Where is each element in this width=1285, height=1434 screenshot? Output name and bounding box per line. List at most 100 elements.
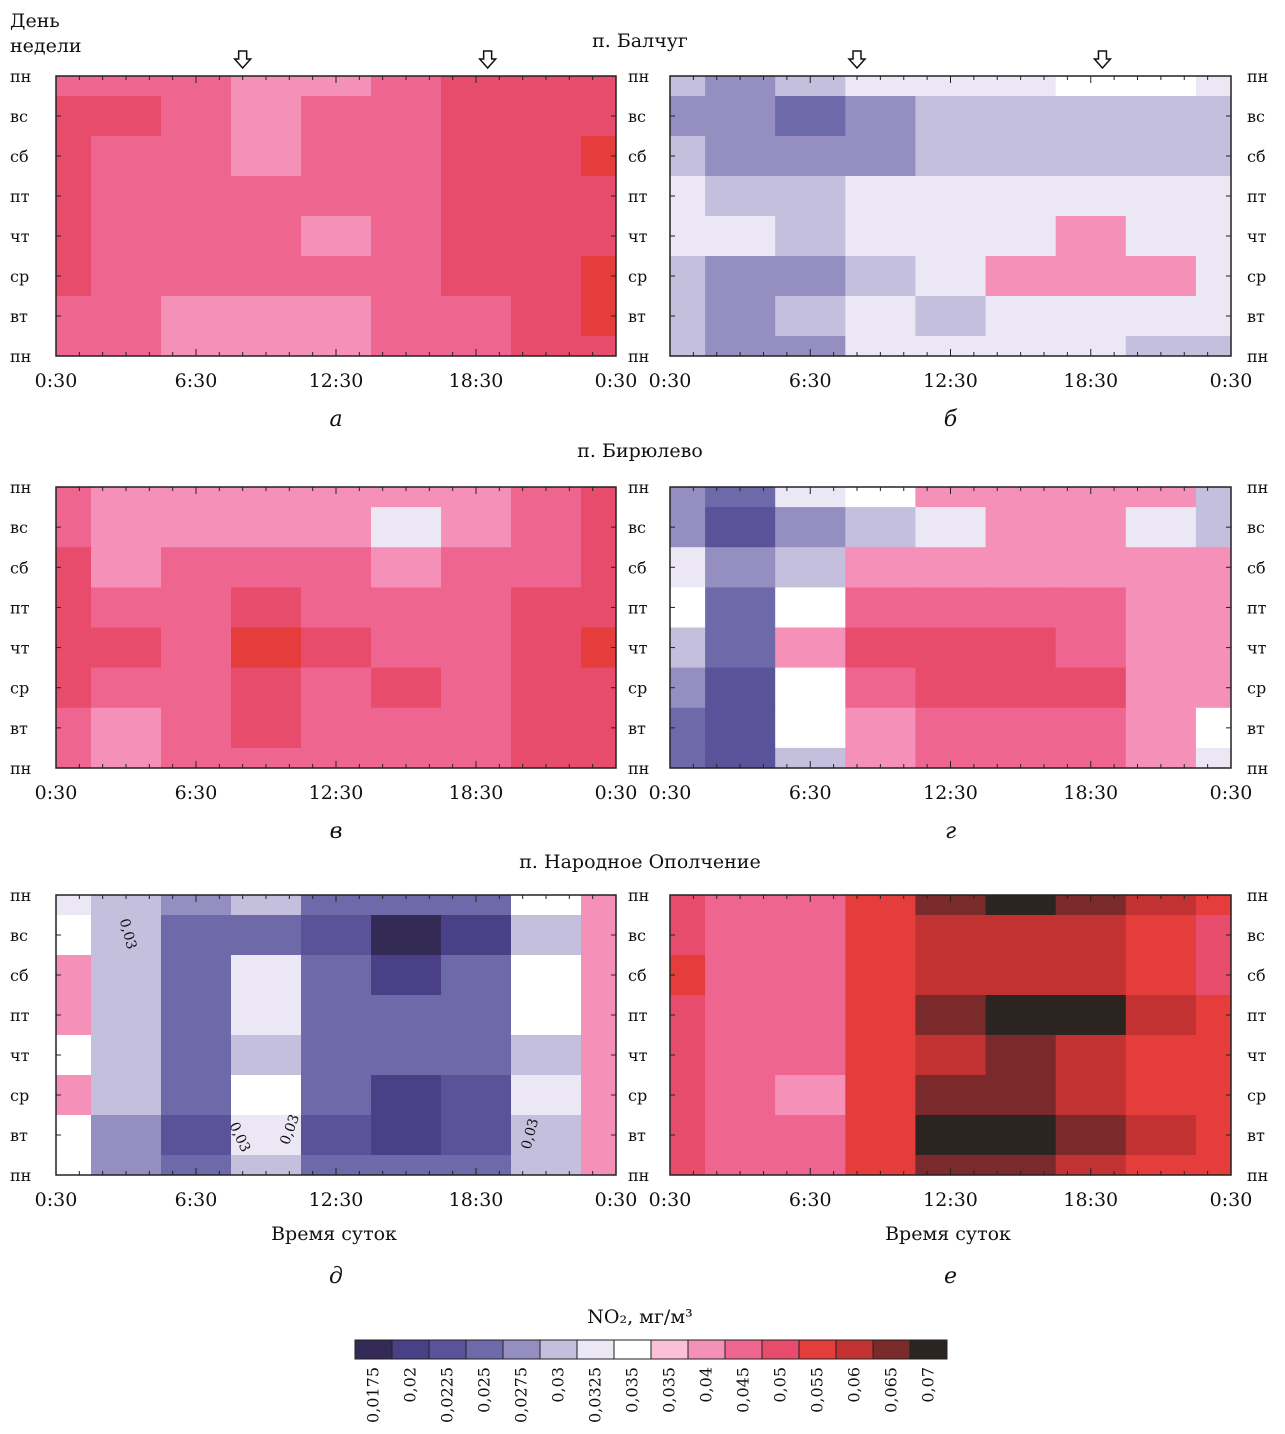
heatmap-cell [985,176,1057,217]
heatmap-cell [1125,1115,1197,1156]
colorbar-swatch [687,1339,726,1360]
heatmap-cell [915,1035,987,1076]
heatmap-cell [1125,895,1197,916]
heatmap-cell [231,1115,302,1156]
heatmap-cell [581,1035,616,1076]
heatmap-cell [915,1115,987,1156]
heatmap-cell [1055,216,1127,257]
heatmap-cell [231,76,302,97]
heatmap-cell [1055,487,1127,508]
heatmap-cell [56,136,92,177]
heatmap-cell [371,1075,442,1116]
heatmap-cell [56,587,92,629]
heatmap-cell [161,627,232,669]
heatmap-cell [775,1075,846,1116]
heatmap-cell [705,627,776,669]
heatmap-cell [91,96,162,137]
heatmap-cell [161,1155,232,1175]
heatmap-cell [56,915,92,956]
day-tick-label: пн [628,478,649,497]
heatmap-cell [91,667,162,709]
day-tick-label: пт [1247,187,1267,206]
heatmap-cell [441,955,512,996]
heatmap-cell [705,707,776,749]
heatmap-cell [161,587,232,629]
heatmap-cell [915,176,987,217]
heatmap-cell [775,487,846,508]
heatmap-cell [441,216,512,257]
heatmap-cell [581,507,616,548]
time-tick-label: 6:30 [789,782,832,804]
heatmap-cell [915,747,987,768]
day-tick-label: пн [1247,759,1268,778]
heatmap-cell [371,747,442,768]
heatmap-cell [1195,487,1231,508]
heatmap-cell [985,995,1057,1036]
heatmap-cell [231,627,302,669]
station-title-narodnoe-opolchenie: п. Народное Ополчение [519,851,760,873]
heatmap-cell [301,176,372,217]
heatmap-cell [581,76,616,97]
heatmap-cell [441,747,512,768]
day-tick-label: пн [1247,1166,1268,1185]
day-tick-label: сб [628,966,647,985]
heatmap-cell [1125,507,1197,548]
heatmap-cell [845,296,916,337]
heatmap-cell [915,895,987,916]
heatmap-cell [1055,76,1127,97]
heatmap-cell [56,547,92,588]
heatmap-cell [845,627,916,669]
heatmap-cell [91,1155,162,1175]
heatmap-cell [441,176,512,217]
day-tick-label: вс [10,926,28,945]
heatmap-cell [301,915,372,956]
heatmap-cell [91,1035,162,1076]
heatmap-cells [56,76,616,356]
heatmap-cell [56,627,92,669]
day-tick-label: чт [628,639,648,658]
heatmap-cell [775,895,846,916]
day-tick-label: пн [1247,478,1268,497]
station-title-balchug: п. Балчуг [592,30,688,52]
heatmap-cell [301,76,372,97]
heatmap-cell [581,915,616,956]
heatmap-cell [511,507,582,548]
heatmap-cell [91,955,162,996]
heatmap-cell [775,507,846,548]
heatmap-cell [301,96,372,137]
heatmap-cell [670,1035,706,1076]
heatmap-cell [371,707,442,749]
heatmap-cell [1055,707,1127,749]
heatmap-cell [845,915,916,956]
heatmap-cell [915,1155,987,1175]
colorbar: 0,0175 0,02 0,0225 0,025 0,0275 0,03 0,0325 0,0… [354,1339,948,1423]
day-tick-label: пт [10,187,30,206]
heatmap-cell [1125,96,1197,137]
colorbar-tick-label: 0,07 [919,1367,938,1403]
heatmap-cell [1125,1035,1197,1076]
day-tick-label: чт [1247,1046,1267,1065]
heatmap-cell [581,707,616,749]
heatmap-cell [1125,707,1197,749]
day-tick-label: пт [628,598,648,617]
heatmap-cell [1055,955,1127,996]
panel-letter: б [944,407,958,432]
heatmap-cell [161,336,232,356]
day-tick-label: пн [10,1166,31,1185]
day-tick-label: вт [10,719,28,738]
heatmap-cell [581,216,616,257]
heatmap-cell [915,587,987,629]
heatmap-cell [1055,587,1127,629]
heatmap-cell [161,487,232,508]
heatmap-cell [1195,1035,1231,1076]
heatmap-cell [1055,1035,1127,1076]
heatmap-cell [56,955,92,996]
heatmap-cell [231,256,302,297]
heatmap-cell [1055,627,1127,669]
heatmap-cell [705,895,776,916]
colorbar-swatch [465,1339,504,1360]
heatmap-cell [301,1075,372,1116]
heatmap-cell [301,256,372,297]
